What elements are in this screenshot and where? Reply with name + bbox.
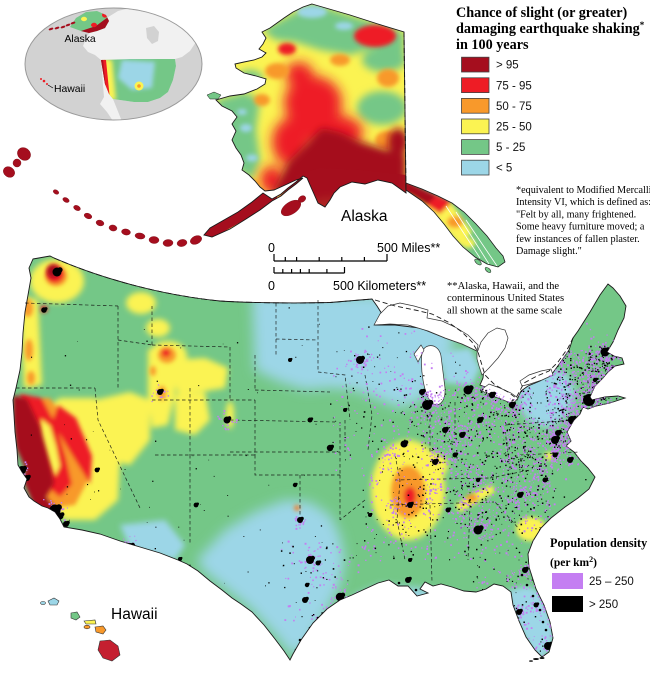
svg-text:Some heavy furniture moved; a: Some heavy furniture moved; a bbox=[516, 222, 645, 233]
svg-text:Alaska: Alaska bbox=[341, 208, 388, 225]
svg-text:500 Kilometers**: 500 Kilometers** bbox=[333, 279, 426, 293]
svg-text:Alaska: Alaska bbox=[65, 34, 96, 45]
svg-text:Hawaii: Hawaii bbox=[54, 84, 85, 95]
svg-text:Population density: Population density bbox=[550, 536, 647, 550]
svg-text:Damage slight.": Damage slight." bbox=[516, 246, 582, 257]
svg-text:few instances of fallen plaste: few instances of fallen plaster. bbox=[516, 234, 640, 245]
svg-text:75 - 95: 75 - 95 bbox=[496, 80, 532, 92]
svg-text:Hawaii: Hawaii bbox=[111, 606, 158, 623]
svg-text:5 - 25: 5 - 25 bbox=[496, 142, 525, 154]
svg-text:50 - 75: 50 - 75 bbox=[496, 101, 532, 113]
svg-text:500 Miles**: 500 Miles** bbox=[377, 241, 440, 255]
svg-text:**Alaska, Hawaii, and the: **Alaska, Hawaii, and the bbox=[447, 281, 559, 292]
svg-text:25 - 50: 25 - 50 bbox=[496, 122, 532, 134]
svg-text:0: 0 bbox=[268, 279, 275, 293]
svg-text:*equivalent to Modified Mercal: *equivalent to Modified Mercalli bbox=[516, 185, 650, 196]
svg-text:Chance of slight (or greater): Chance of slight (or greater) bbox=[456, 5, 628, 21]
svg-text:all shown at the same scale: all shown at the same scale bbox=[447, 305, 562, 316]
svg-text:damaging earthquake shaking*: damaging earthquake shaking* bbox=[456, 20, 645, 37]
svg-text:25 – 250: 25 – 250 bbox=[589, 576, 634, 588]
svg-text:Intensity VI, which is defined: Intensity VI, which is defined as: bbox=[516, 197, 650, 208]
svg-text:0: 0 bbox=[268, 241, 275, 255]
svg-text:"Felt by all, many frightened.: "Felt by all, many frightened. bbox=[516, 209, 636, 220]
svg-text:< 5: < 5 bbox=[496, 163, 512, 175]
svg-text:> 95: > 95 bbox=[496, 60, 519, 72]
svg-text:in 100 years: in 100 years bbox=[456, 37, 529, 53]
svg-text:> 250: > 250 bbox=[589, 599, 618, 611]
svg-text:conterminous United States: conterminous United States bbox=[447, 293, 564, 304]
